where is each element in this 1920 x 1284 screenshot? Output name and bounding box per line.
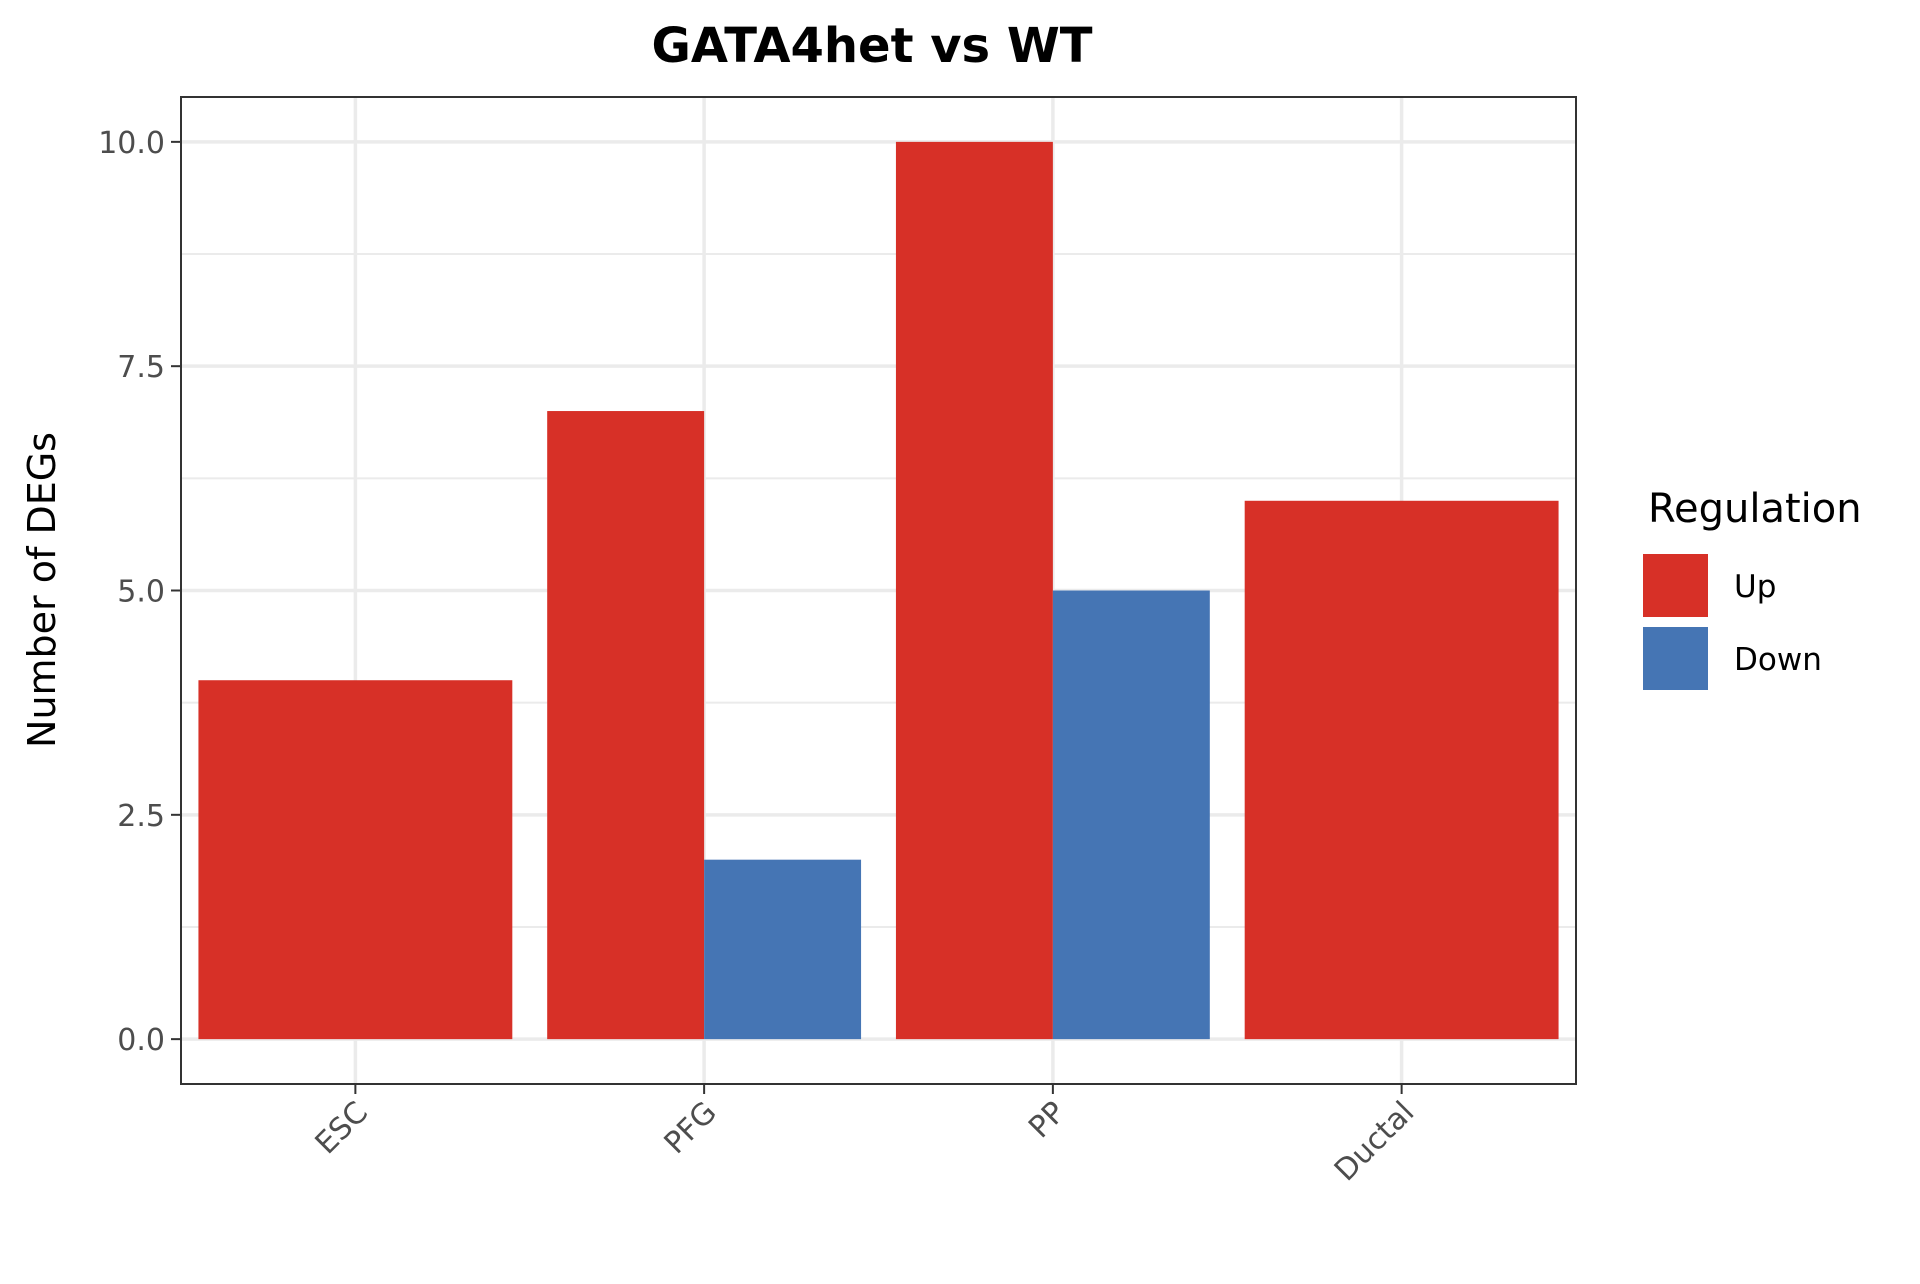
y-tick-label: 10.0: [98, 126, 165, 161]
x-tick-label: PFG: [658, 1095, 724, 1161]
y-tick-label: 7.5: [117, 350, 165, 385]
y-tick-label: 2.5: [117, 799, 165, 834]
x-tick-label: ESC: [309, 1095, 375, 1161]
legend-swatch-up: [1643, 554, 1708, 617]
y-tick-label: 5.0: [117, 575, 165, 610]
y-tick-label: 0.0: [117, 1023, 165, 1058]
legend-swatch-down: [1643, 627, 1708, 690]
bar-down-pp: [1052, 590, 1210, 1040]
x-axis: ESC PFG PP Ductal: [309, 1084, 1421, 1188]
legend: Regulation Up Down: [1642, 486, 1862, 692]
x-tick-label: PP: [1022, 1095, 1072, 1145]
legend-label-up: Up: [1734, 569, 1776, 605]
bar-up-ductal: [1244, 500, 1559, 1040]
y-axis: 0.0 2.5 5.0 7.5 10.0: [98, 126, 181, 1058]
bar-up-pfg: [547, 411, 705, 1040]
bar-up-esc: [198, 680, 513, 1040]
y-axis-title: Number of DEGs: [20, 432, 64, 748]
bar-down-pfg: [704, 859, 862, 1040]
bars: [198, 141, 1559, 1040]
legend-title: Regulation: [1648, 486, 1862, 532]
x-tick-label: Ductal: [1328, 1095, 1421, 1188]
chart-title: GATA4het vs WT: [651, 18, 1092, 74]
bar-up-pp: [895, 141, 1053, 1040]
legend-label-down: Down: [1734, 642, 1822, 678]
